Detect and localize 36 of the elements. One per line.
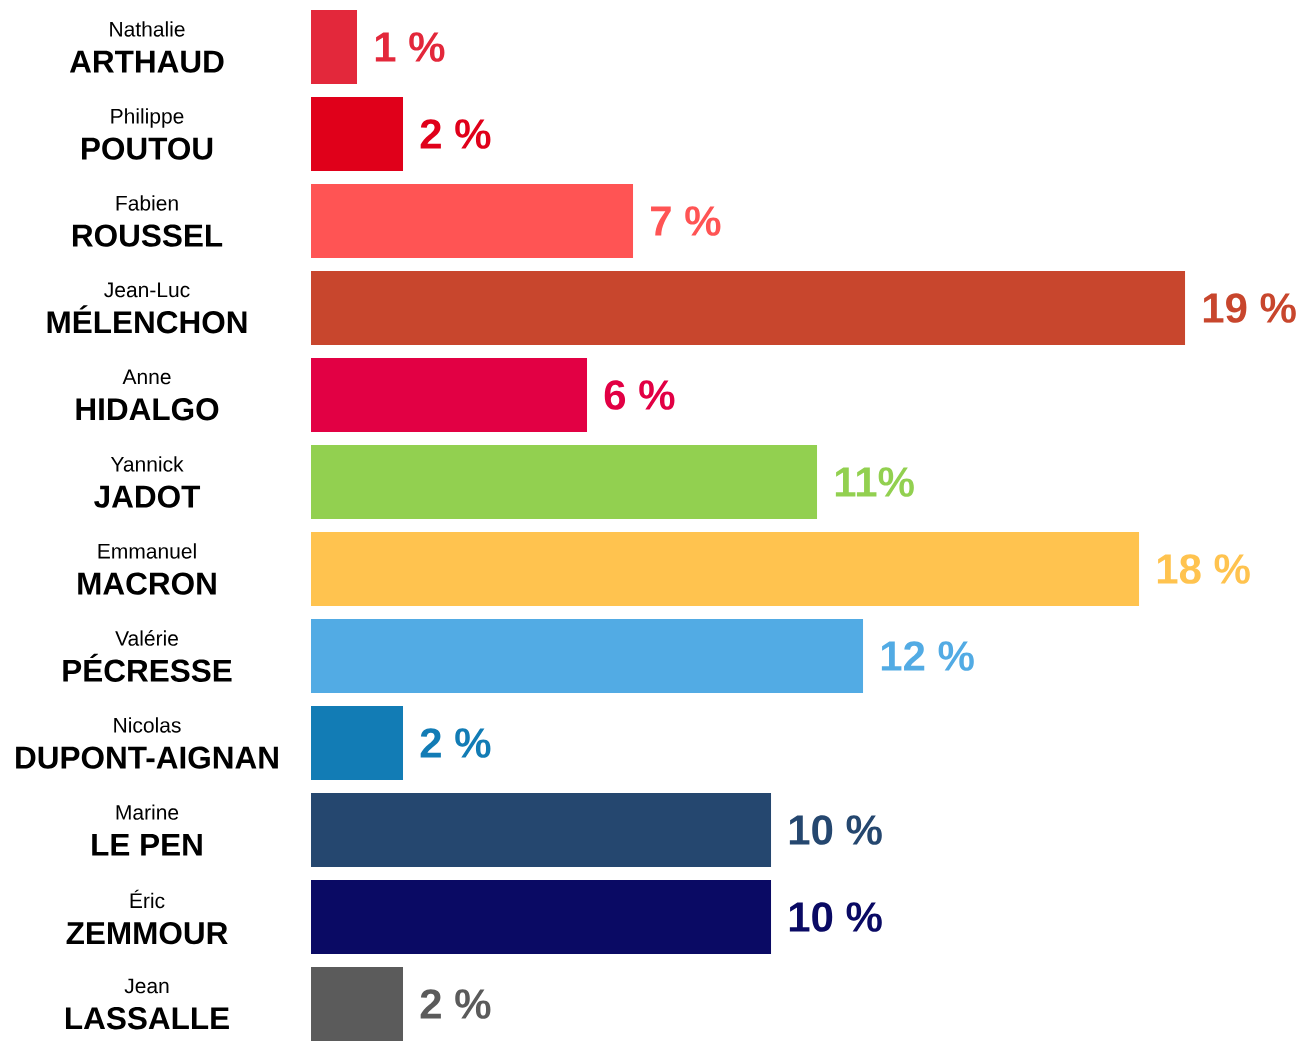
bar (311, 619, 864, 693)
y-tick-label: Philippe POUTOU (82, 108, 213, 160)
bar (311, 358, 588, 432)
data-label: 10 % (789, 815, 882, 845)
data-label: 11% (835, 467, 914, 497)
bar (311, 706, 404, 781)
y-tick-label: Nicolas DUPONT-AIGNAN (16, 717, 278, 769)
bar (311, 967, 404, 1042)
y-tick-label: Yannick JADOT (94, 456, 201, 508)
bar (311, 445, 818, 519)
data-label: 2 % (420, 989, 491, 1019)
data-label: 6 % (604, 380, 675, 410)
bar (311, 880, 772, 955)
bar (311, 793, 772, 868)
y-tick-label: Anne HIDALGO (76, 369, 219, 421)
data-label: 18 % (1157, 554, 1250, 584)
data-label: 1 % (375, 32, 445, 62)
bar (311, 96, 404, 171)
data-label: 10 % (789, 902, 882, 932)
data-label: 7 % (651, 206, 721, 236)
y-tick-label: Fabien ROUSSEL (72, 195, 223, 247)
y-tick-label: Marine LE PEN (92, 804, 202, 856)
data-label: 12 % (881, 641, 974, 671)
y-tick-label: Emmanuel MACRON (78, 543, 216, 595)
y-tick-label: Jean-Luc MÉLENCHON (47, 282, 247, 334)
y-tick-label: Nathalie ARTHAUD (69, 21, 224, 73)
data-label: 2 % (420, 119, 491, 149)
bar (311, 9, 358, 84)
bar (311, 532, 1140, 606)
y-tick-label: Valérie PÉCRESSE (63, 630, 232, 682)
y-tick-label: Jean LASSALLE (65, 978, 229, 1030)
data-label: 19 % (1203, 293, 1296, 323)
data-label: 2 % (420, 728, 491, 758)
bar (311, 270, 1186, 345)
y-tick-label: Éric ZEMMOUR (66, 889, 228, 945)
bar (311, 183, 634, 258)
